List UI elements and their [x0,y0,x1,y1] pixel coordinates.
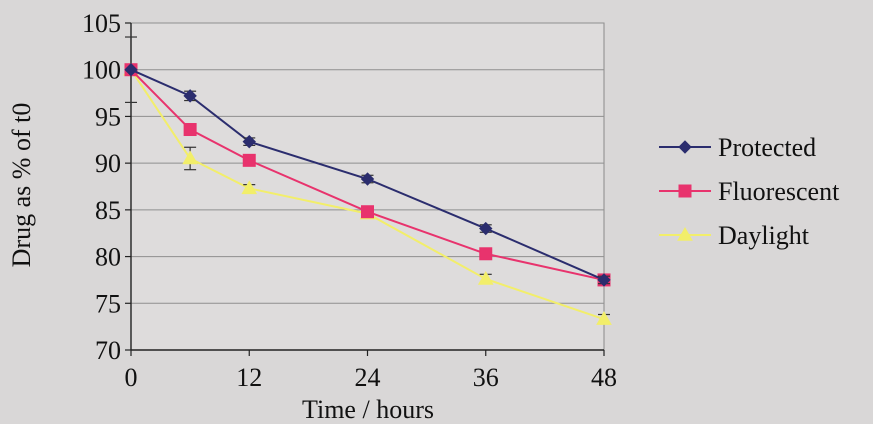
y-tick-label: 80 [95,243,121,272]
series-line [130,68,605,281]
axes: 70 75 80 85 90 95 100 105 0 12 24 36 48 [82,9,617,392]
data-point [242,153,256,167]
data-point [182,150,198,165]
x-tick-label: 48 [591,363,617,392]
data-point [477,270,494,285]
x-tick-label: 12 [236,363,262,392]
legend-marker [678,184,692,198]
y-tick-label: 85 [95,196,121,225]
data-point [124,63,138,77]
data-point [479,221,493,236]
y-axis-title: Drug as % of t0 [7,103,36,268]
legend-label: Protected [718,133,816,162]
legend-item: Protected [659,133,816,162]
data-point [241,180,258,195]
plot-area [130,22,605,351]
y-tick-label: 75 [95,289,121,318]
data-point [479,247,493,261]
x-tick-label: 36 [473,363,499,392]
data-point [183,89,197,103]
x-tick-label: 24 [355,363,381,392]
series-group [123,36,612,325]
legend-label: Fluorescent [718,177,840,206]
legend: Protected Fluorescent Daylight [659,133,840,250]
y-tick-label: 90 [95,149,121,178]
legend-marker [678,140,692,154]
legend-item: Fluorescent [659,177,840,206]
data-point [361,205,374,219]
y-tick-label: 100 [82,56,121,85]
legend-label: Daylight [718,221,810,250]
legend-item: Daylight [659,221,810,250]
y-tick-label: 70 [95,336,121,365]
series-protected [124,36,611,287]
gridlines [130,22,605,351]
x-tick-label: 0 [125,363,138,392]
legend-marker [677,226,693,241]
x-axis-title: Time / hours [302,395,434,419]
data-point [242,134,256,149]
series-line [130,69,605,281]
data-point [183,123,197,137]
data-point [360,172,375,186]
y-tick-label: 105 [82,9,121,38]
data-point [597,273,611,287]
series-line [130,69,605,321]
data-point [596,311,612,325]
y-tick-label: 95 [95,102,121,131]
